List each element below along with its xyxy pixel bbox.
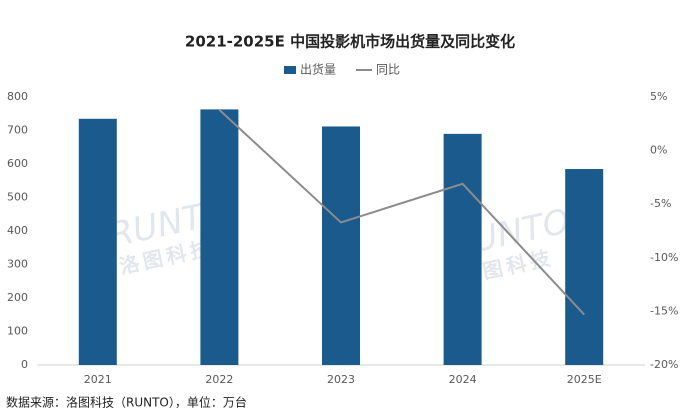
y2-tick-label: -15% [650,304,678,317]
y-tick-label: 100 [7,325,28,338]
x-tick-label: 2023 [327,373,355,386]
y2-tick-label: 0% [650,144,667,157]
y-tick-label: 300 [7,258,28,271]
bar [78,118,117,366]
line [218,109,585,316]
bar [200,109,239,366]
bar [565,169,604,365]
legend-label: 出货量 [300,62,336,77]
y-tick-label: 800 [7,90,28,103]
bar [322,126,360,365]
y2-tick-label: -10% [650,251,678,264]
y2-tick-label: 5% [650,90,667,103]
y-tick-label: 500 [7,191,28,204]
x-tick-label: 2025E [567,373,602,386]
bar [443,133,482,365]
x-tick-label: 2024 [449,373,477,386]
legend-label: 同比 [376,63,400,77]
y-tick-label: 400 [7,224,28,237]
y2-tick-label: -5% [650,197,671,210]
y-tick-label: 200 [7,291,28,304]
legend-swatch [284,66,296,74]
y-tick-label: 700 [7,124,28,137]
x-tick-label: 2021 [84,373,112,386]
y-tick-label: 600 [7,157,28,170]
y-tick-label: 0 [21,358,28,371]
source-note: 数据来源：洛图科技（RUNTO），单位：万台 [6,395,247,410]
x-tick-label: 2022 [205,373,233,386]
chart-title: 2021-2025E 中国投影机市场出货量及同比变化 [185,33,515,51]
y2-tick-label: -20% [650,358,678,371]
